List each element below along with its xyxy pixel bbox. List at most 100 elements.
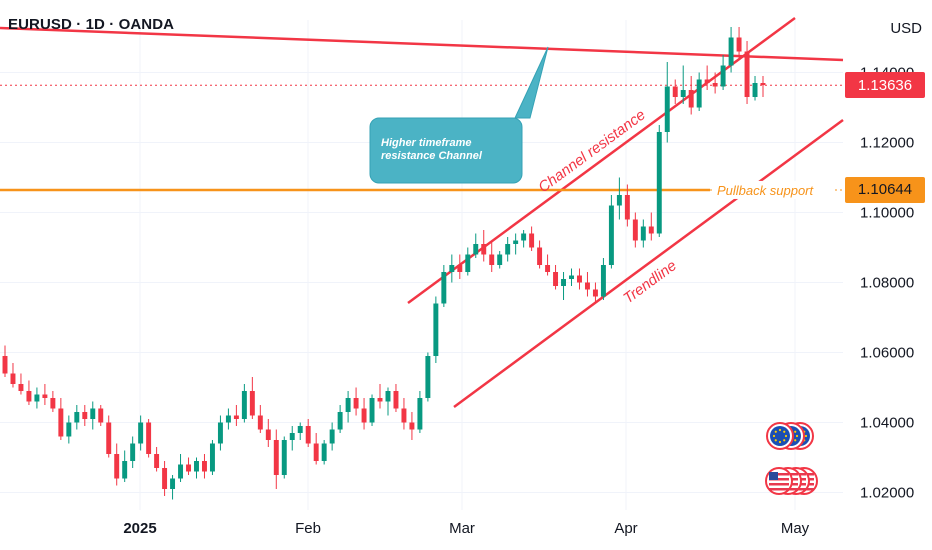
us-flag-icon-canton (769, 472, 778, 480)
candle-body (178, 464, 184, 479)
candle-body (98, 408, 104, 423)
candle-body (353, 398, 359, 409)
candle-body (696, 79, 702, 108)
y-tick-label: 1.12000 (860, 135, 914, 152)
candle-body (473, 244, 479, 255)
candle-body (209, 443, 215, 472)
eu-flag-icon-star (778, 440, 782, 444)
x-tick-label: Feb (295, 520, 321, 537)
candle-body (712, 83, 718, 87)
candle-body (497, 254, 503, 265)
candle-body (728, 37, 734, 66)
us-flag-icon-stripe (769, 478, 789, 481)
candle-body (744, 51, 750, 97)
candle-body (640, 226, 646, 241)
candle-body (194, 461, 199, 472)
pullback-label-bg (714, 180, 832, 199)
candle-body (369, 398, 375, 423)
candle-body (760, 83, 766, 86)
candle-body (90, 408, 96, 419)
currency-flags (765, 422, 818, 495)
candle-body (170, 478, 176, 489)
candle-body (114, 454, 120, 479)
support-price-value: 1.10644 (857, 181, 913, 199)
candle-body (58, 408, 64, 437)
candle-body (233, 415, 239, 419)
candle-body (521, 233, 527, 241)
eu-flag-icon-star (795, 434, 799, 438)
callout-box (369, 117, 523, 184)
eu-flag-icon-star (783, 439, 786, 442)
y-tick-label: 1.02000 (860, 485, 914, 502)
candle-body (257, 415, 263, 430)
candle-body (281, 440, 287, 475)
eu-flag-icon-star (784, 434, 788, 438)
candle-body (680, 90, 686, 97)
candle-body (632, 219, 638, 241)
candle-body (50, 398, 56, 409)
y-tick-label: 1.06000 (860, 345, 914, 362)
chart-title: EURUSD · 1D · OANDA (8, 16, 175, 33)
candle-body (441, 272, 447, 304)
candle-body (74, 412, 80, 423)
eu-flag-icon-star (783, 430, 786, 433)
candle-body (417, 398, 423, 430)
candle-body (449, 265, 455, 272)
candle-body (18, 384, 24, 391)
candle-body (672, 86, 678, 97)
candle-body (553, 272, 559, 286)
candle-body (313, 443, 319, 461)
candle-body (154, 454, 160, 468)
candle-body (624, 195, 630, 220)
candle-body (106, 422, 112, 454)
candle-body (537, 247, 543, 265)
candle-body (249, 391, 255, 416)
candle-body (66, 422, 72, 437)
candle-body (162, 468, 168, 489)
candle-body (592, 289, 598, 297)
candle-body (648, 226, 654, 234)
candle-body (736, 37, 742, 52)
us-flag-icon-stripe (769, 488, 789, 491)
candle-body (273, 440, 279, 475)
candle-body (401, 408, 407, 423)
candle-body (577, 275, 582, 283)
candle-body (337, 412, 343, 430)
candle-body (361, 408, 367, 423)
current-price-tag: 1.13636 (845, 72, 925, 99)
us-flag-icon-stripe (769, 483, 789, 486)
candle-body (297, 426, 303, 433)
currency-label[interactable]: USD (890, 20, 922, 37)
candle-body (584, 282, 590, 290)
candle-body (656, 132, 662, 234)
candle-body (146, 422, 152, 454)
eu-flag-icon-star (774, 430, 777, 433)
trendline (453, 118, 844, 409)
candle-body (186, 464, 191, 472)
us-flag-icon-stripe (769, 473, 789, 476)
candle-body (321, 443, 327, 461)
candle-body (481, 244, 487, 255)
callout-pointer (514, 46, 549, 119)
candle-body (513, 240, 519, 244)
candle-body (10, 373, 16, 384)
eu-flag-icon-star (778, 428, 782, 432)
eu-flag-icon-star (774, 439, 777, 442)
x-tick-label: Mar (449, 520, 475, 537)
candle-body (569, 275, 574, 279)
candle-body (345, 398, 351, 412)
x-tick-label: Apr (614, 520, 637, 537)
candle-body (561, 279, 566, 286)
candle-body (425, 356, 431, 398)
x-tick-label: May (781, 520, 810, 537)
candle-body (457, 265, 463, 272)
candle-body (529, 233, 535, 248)
candle-body (2, 356, 8, 374)
candle-body (688, 90, 694, 108)
candle-body (34, 394, 40, 402)
eu-flag-icon-star (794, 439, 797, 442)
candle-body (720, 65, 726, 87)
candle-body (329, 429, 335, 444)
